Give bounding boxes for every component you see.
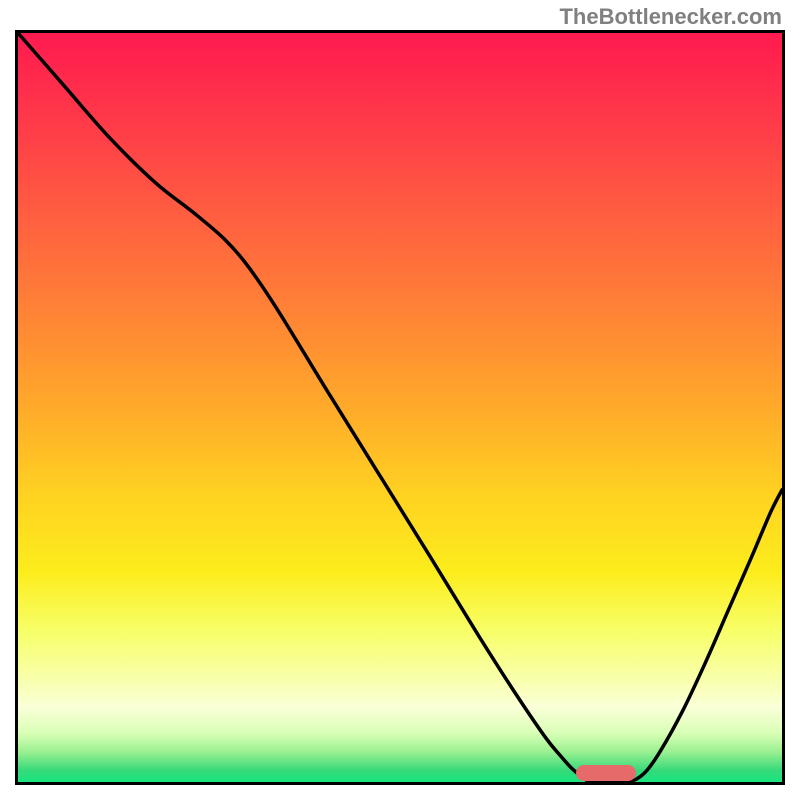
optimal-marker <box>576 765 636 781</box>
plot-svg <box>18 33 782 782</box>
plot-area <box>15 30 785 785</box>
watermark-text: TheBottlenecker.com <box>559 4 782 30</box>
root: TheBottlenecker.com <box>0 0 800 800</box>
gradient-background <box>18 33 782 782</box>
